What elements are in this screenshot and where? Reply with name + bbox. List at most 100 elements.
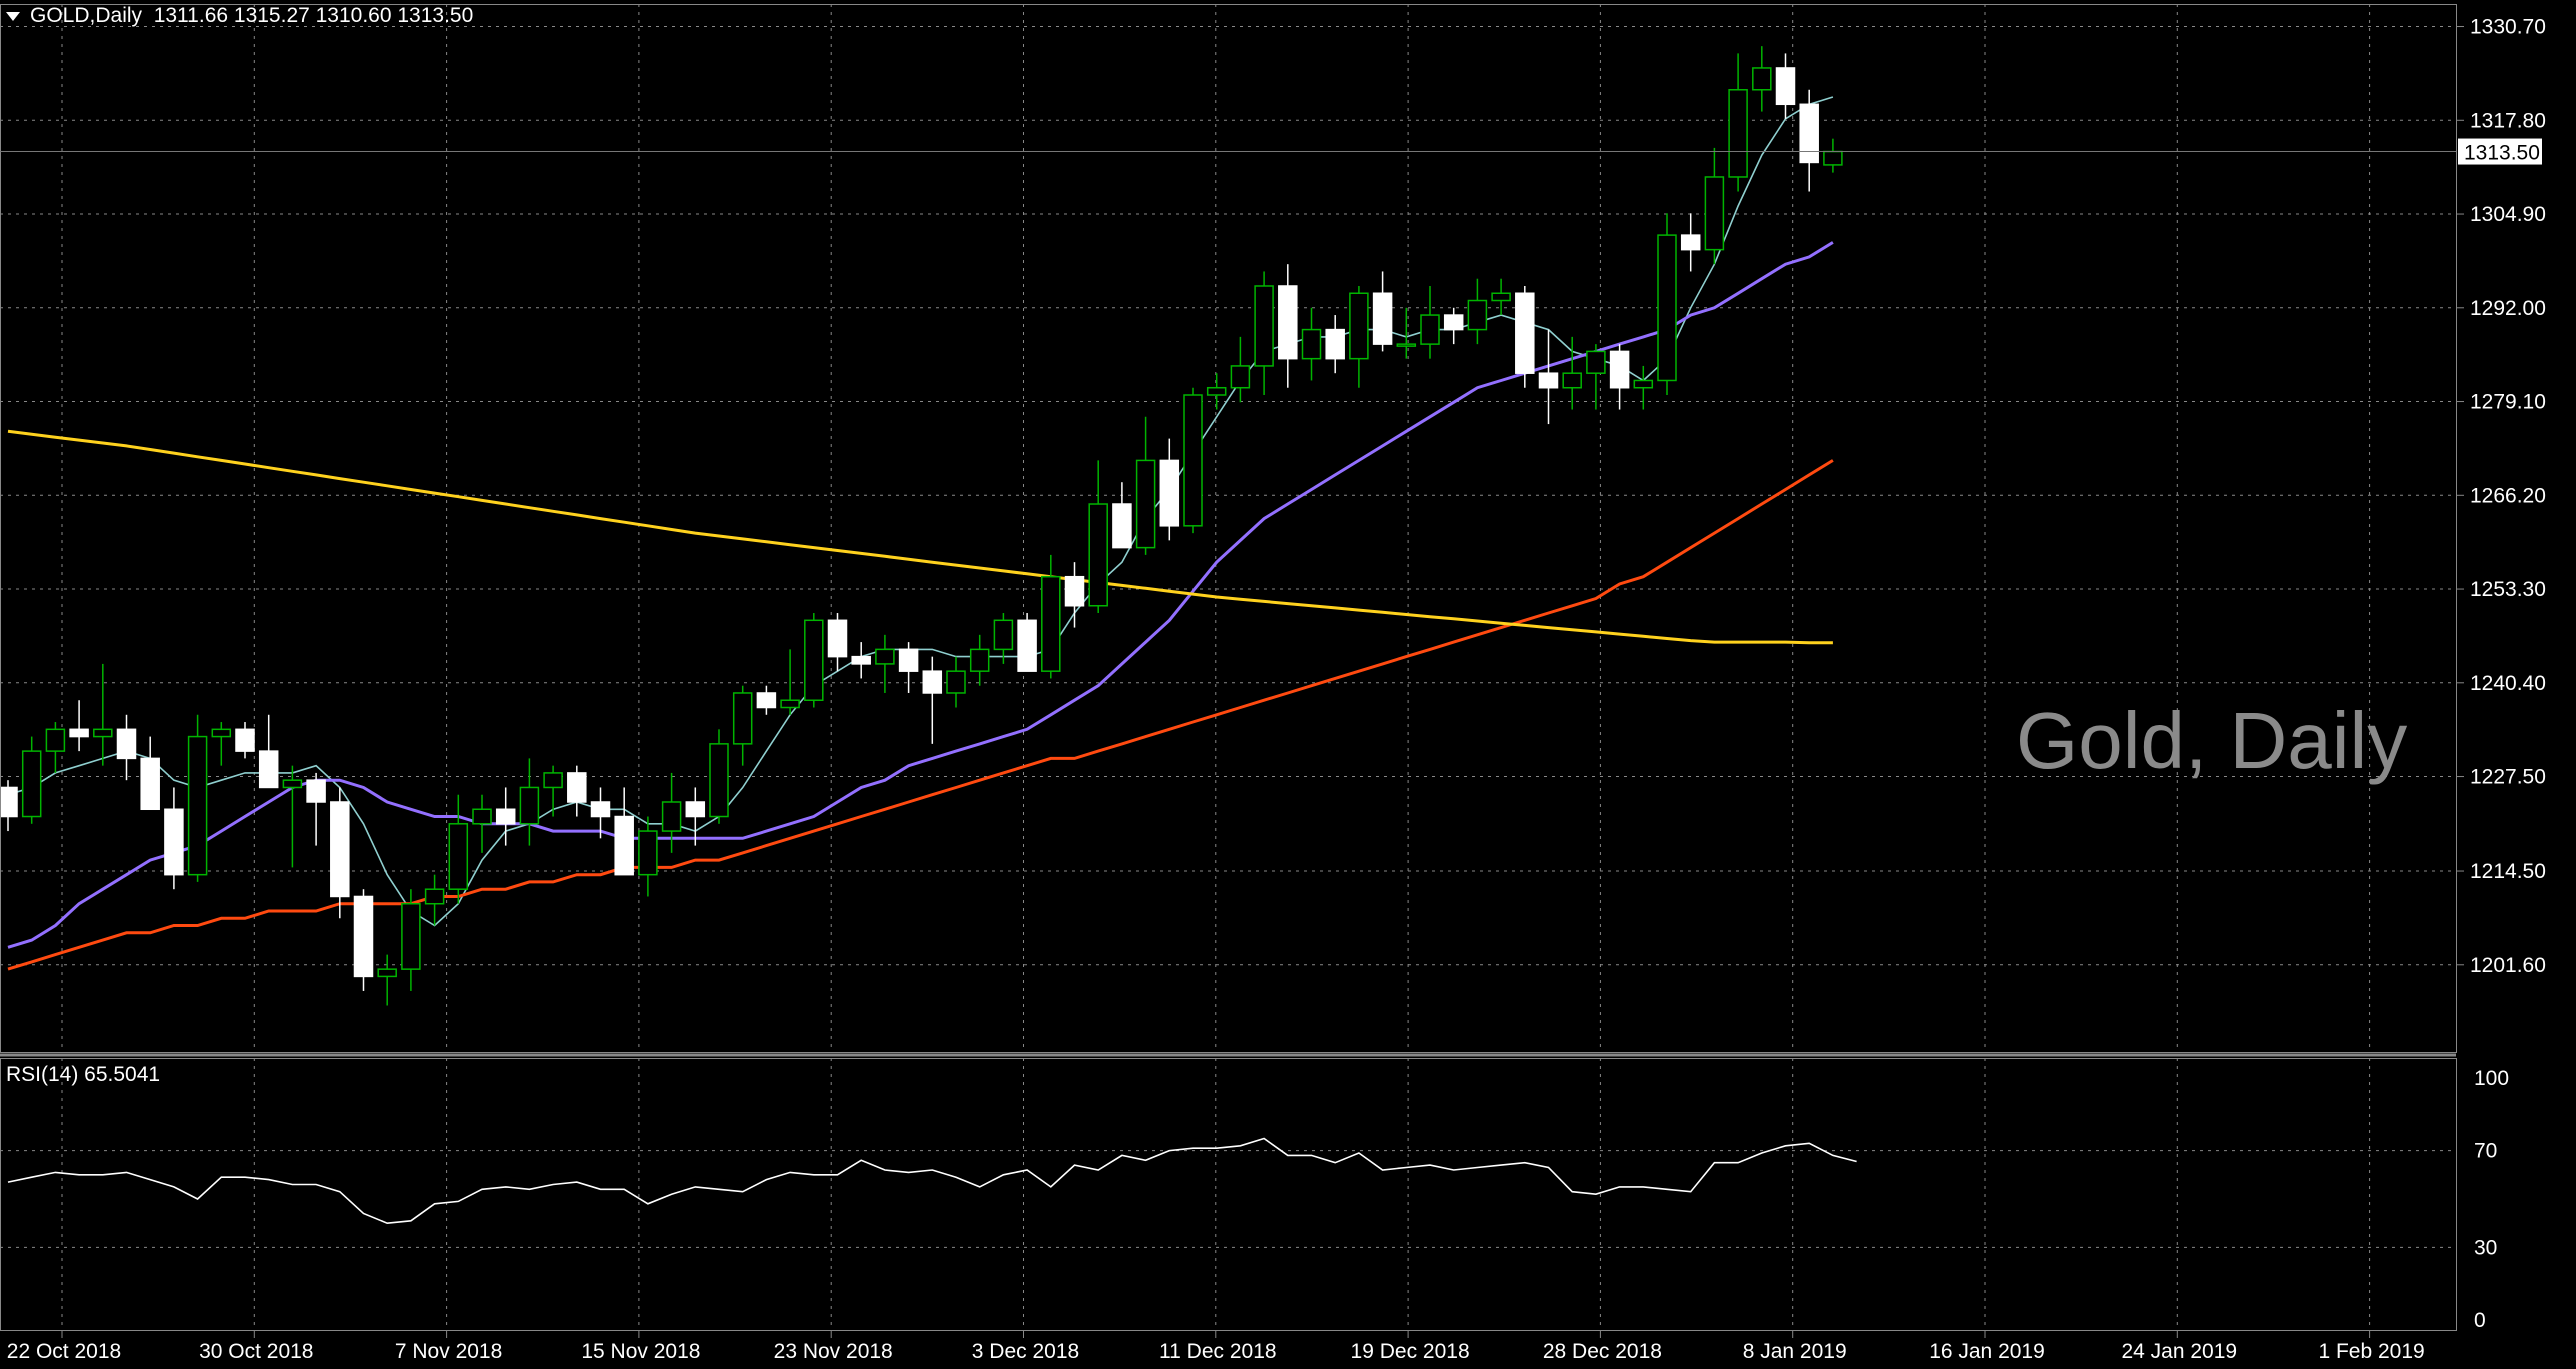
candles <box>0 46 1843 1006</box>
candle-body <box>116 728 137 760</box>
candle-body <box>969 648 990 672</box>
ma-line-long <box>7 429 1833 645</box>
candle-body <box>1396 343 1417 347</box>
candle-body <box>0 786 18 818</box>
candle-body <box>1586 350 1606 374</box>
candle-body <box>732 692 753 745</box>
candle-body <box>1752 67 1772 91</box>
candle-body <box>235 728 255 752</box>
price-panel-frame <box>0 4 2457 1053</box>
y-tick-label: 1330.70 <box>2470 16 2546 39</box>
candle-body <box>1325 328 1345 360</box>
y-tick-label: 1253.30 <box>2470 578 2546 601</box>
candle-body <box>164 808 184 876</box>
current-price-box <box>2458 138 2542 165</box>
candle-body <box>922 670 943 694</box>
candle-body <box>851 655 871 665</box>
candle-body <box>140 757 160 811</box>
candle-body <box>898 648 919 672</box>
watermark: Gold, Daily <box>2016 696 2408 785</box>
candle-body <box>661 801 682 832</box>
candle-body <box>306 779 326 803</box>
candle-body <box>1254 285 1274 367</box>
candle-body <box>1064 575 1085 607</box>
ohlc-values: 1311.66 1315.27 1310.60 1313.50 <box>153 4 474 27</box>
y-tick-label: 1240.40 <box>2470 672 2546 695</box>
candle-body <box>638 830 658 876</box>
candle-body <box>258 750 279 789</box>
candle-body <box>1799 103 1819 164</box>
candle-body <box>1112 503 1132 549</box>
candle-body <box>1088 503 1108 607</box>
candle-body <box>1420 314 1440 345</box>
x-tick-label: 19 Dec 2018 <box>1351 1340 1470 1363</box>
y-tick-label: 1214.50 <box>2470 860 2546 883</box>
candle-body <box>1135 459 1156 549</box>
x-tick-label: 24 Jan 2019 <box>2121 1340 2237 1363</box>
x-tick-label: 1 Feb 2019 <box>2318 1340 2424 1363</box>
rsi-line <box>7 1137 1857 1225</box>
candle-body <box>1467 299 1488 331</box>
candle-body <box>543 772 563 789</box>
candle-body <box>21 750 42 818</box>
candle-body <box>1823 150 1843 166</box>
candle-body <box>1372 292 1393 345</box>
candle-body <box>211 728 232 738</box>
candle-body <box>187 735 208 876</box>
candle-body <box>1491 292 1511 302</box>
candle-body <box>424 888 445 905</box>
candle-body <box>1538 372 1559 389</box>
candle-body <box>590 801 611 818</box>
candle-body <box>495 808 516 825</box>
candle-body <box>330 801 350 898</box>
candle-body <box>401 902 421 970</box>
candle-body <box>1041 575 1061 672</box>
dropdown-triangle-icon[interactable] <box>6 11 20 21</box>
candle-body <box>1017 619 1037 672</box>
candle-body <box>1704 176 1725 251</box>
y-tick-label: 1266.20 <box>2470 484 2546 507</box>
x-tick-label: 30 Oct 2018 <box>199 1340 313 1363</box>
x-tick-label: 11 Dec 2018 <box>1159 1340 1277 1363</box>
y-tick-label: 1292.00 <box>2470 297 2546 320</box>
x-tick-label: 22 Oct 2018 <box>7 1340 121 1363</box>
candle-body <box>1301 328 1322 360</box>
current-price-label: 1313.50 <box>2464 142 2540 165</box>
rsi-tick-label: 30 <box>2474 1236 2497 1259</box>
rsi-tick-label: 70 <box>2474 1140 2497 1163</box>
rsi-tick-label: 0 <box>2474 1309 2486 1332</box>
candle-body <box>45 728 66 752</box>
candle-body <box>448 823 469 890</box>
candle-body <box>1278 285 1298 360</box>
x-tick-label: 3 Dec 2018 <box>972 1340 1079 1363</box>
y-tick-label: 1201.60 <box>2470 954 2546 977</box>
candle-body <box>1680 234 1701 251</box>
candle-body <box>1183 394 1203 527</box>
axes: 1330.70 1317.80 1304.90 1292.00 1279.10 1266.… <box>0 4 2546 1363</box>
y-tick-label: 1304.90 <box>2470 203 2546 226</box>
candle-body <box>1775 67 1796 106</box>
candle-body <box>1728 89 1748 178</box>
candle-body <box>875 648 895 665</box>
candle-body <box>472 808 492 825</box>
x-tick-label: 23 Nov 2018 <box>774 1340 893 1363</box>
candle-body <box>1206 386 1227 396</box>
candle-body <box>1349 292 1369 360</box>
candle-body <box>709 743 729 818</box>
x-tick-label: 28 Dec 2018 <box>1543 1340 1662 1363</box>
candle-body <box>756 692 777 709</box>
candle-body <box>282 779 303 789</box>
y-tick-label: 1227.50 <box>2470 766 2546 789</box>
x-tick-label: 16 Jan 2019 <box>1929 1340 2045 1363</box>
y-tick-label: 1279.10 <box>2470 391 2546 414</box>
ma-line-slow <box>7 459 1834 971</box>
candle-body <box>353 895 374 978</box>
candle-body <box>1633 379 1654 389</box>
candle-body <box>685 801 706 818</box>
candle-body <box>1609 350 1630 389</box>
ma-line-mid <box>7 241 1834 949</box>
candle-body <box>567 772 587 803</box>
candle-body <box>1443 314 1464 331</box>
ma-line-fast <box>7 96 1834 927</box>
